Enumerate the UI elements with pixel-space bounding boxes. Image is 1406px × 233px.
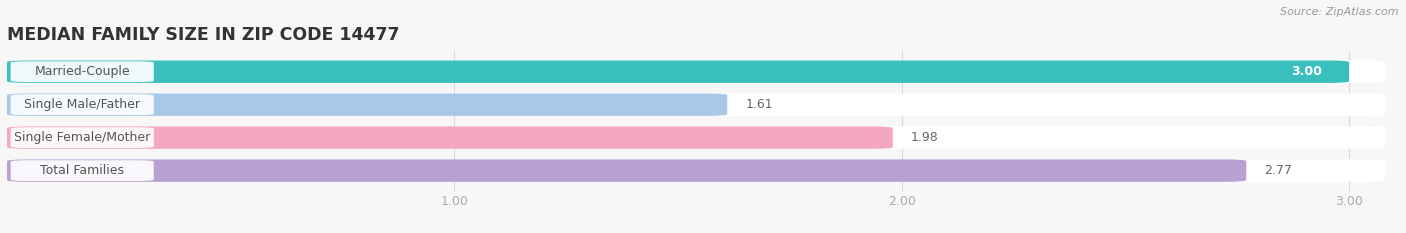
Text: Single Female/Mother: Single Female/Mother <box>14 131 150 144</box>
FancyBboxPatch shape <box>11 160 153 181</box>
FancyBboxPatch shape <box>11 127 153 148</box>
FancyBboxPatch shape <box>7 61 1350 83</box>
FancyBboxPatch shape <box>11 94 153 115</box>
Text: MEDIAN FAMILY SIZE IN ZIP CODE 14477: MEDIAN FAMILY SIZE IN ZIP CODE 14477 <box>7 26 399 44</box>
FancyBboxPatch shape <box>11 61 153 82</box>
FancyBboxPatch shape <box>7 127 1385 149</box>
FancyBboxPatch shape <box>7 159 1246 182</box>
Text: Single Male/Father: Single Male/Father <box>24 98 141 111</box>
Text: 2.77: 2.77 <box>1264 164 1292 177</box>
FancyBboxPatch shape <box>7 159 1385 182</box>
FancyBboxPatch shape <box>7 93 727 116</box>
FancyBboxPatch shape <box>7 127 893 149</box>
Text: Married-Couple: Married-Couple <box>34 65 129 78</box>
Text: 1.98: 1.98 <box>911 131 938 144</box>
Text: 3.00: 3.00 <box>1291 65 1322 78</box>
Text: 1.61: 1.61 <box>745 98 773 111</box>
FancyBboxPatch shape <box>7 93 1385 116</box>
Text: Total Families: Total Families <box>41 164 124 177</box>
Text: Source: ZipAtlas.com: Source: ZipAtlas.com <box>1281 7 1399 17</box>
FancyBboxPatch shape <box>7 61 1385 83</box>
